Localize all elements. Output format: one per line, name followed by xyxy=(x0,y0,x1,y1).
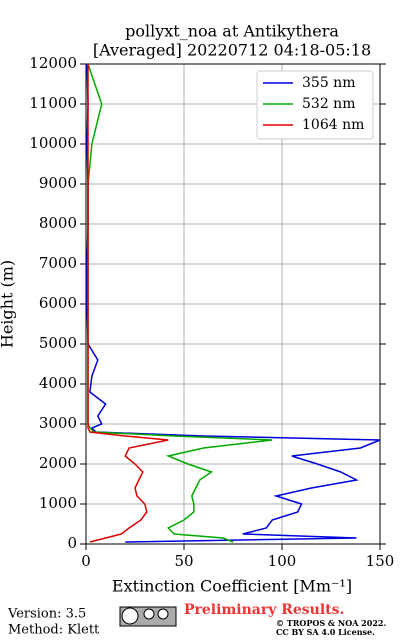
profile-line xyxy=(87,63,273,543)
y-axis-label: Height (m) xyxy=(0,260,17,348)
y-tick-label: 3000 xyxy=(39,414,77,432)
legend-label: 1064 nm xyxy=(302,117,364,133)
y-tick-label: 10000 xyxy=(29,134,77,152)
y-tick-label: 8000 xyxy=(39,214,77,232)
y-tick-label: 5000 xyxy=(39,334,77,352)
y-tick-label: 4000 xyxy=(39,374,77,392)
y-tick-label: 12000 xyxy=(29,54,77,72)
y-tick-label: 6000 xyxy=(39,294,77,312)
preliminary: Preliminary Results. xyxy=(184,602,344,618)
copyright: © TROPOS & NOA 2022. xyxy=(276,618,386,628)
x-tick-label: 150 xyxy=(366,552,395,570)
profile-line xyxy=(87,64,169,543)
y-tick-label: 11000 xyxy=(29,94,77,112)
plot-frame xyxy=(85,63,381,545)
y-tick-label: 0 xyxy=(67,534,77,552)
chart-subtitle: [Averaged] 20220712 04:18-05:18 xyxy=(93,41,371,60)
legend-label: 355 nm xyxy=(302,75,355,91)
method: Method: Klett xyxy=(8,623,100,638)
profile-line xyxy=(86,63,381,543)
chart-title: pollyxt_noa at Antikythera xyxy=(125,22,339,41)
y-tick-label: 1000 xyxy=(39,494,77,512)
version: Version: 3.5 xyxy=(7,607,86,622)
legend-box xyxy=(256,70,374,140)
x-tick-label: 100 xyxy=(268,552,297,570)
license: CC BY SA 4.0 License. xyxy=(276,627,375,637)
x-axis-label: Extinction Coefficient [Mm⁻¹] xyxy=(112,577,352,596)
y-tick-label: 9000 xyxy=(39,174,77,192)
cc-badge xyxy=(119,606,177,627)
x-tick-label: 0 xyxy=(81,552,91,570)
x-tick-label: 50 xyxy=(174,552,193,570)
y-tick-label: 2000 xyxy=(39,454,77,472)
legend-label: 532 nm xyxy=(302,96,355,112)
y-tick-label: 7000 xyxy=(39,254,77,272)
